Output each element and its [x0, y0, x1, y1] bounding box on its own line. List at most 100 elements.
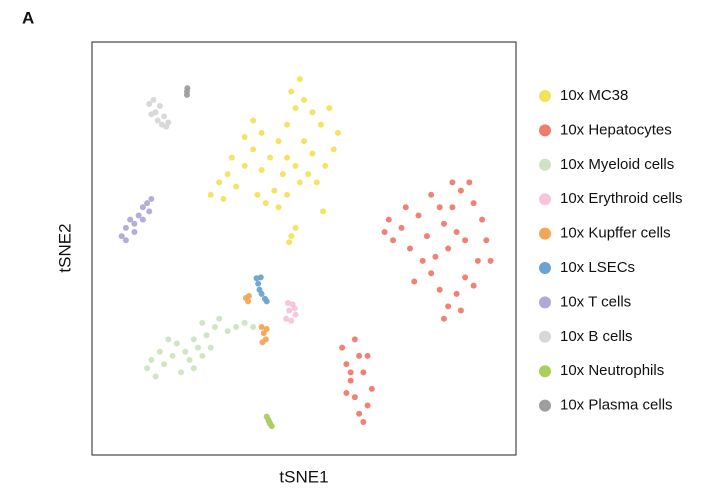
- point: [351, 394, 358, 401]
- point: [165, 336, 172, 343]
- point: [207, 191, 214, 198]
- point: [284, 191, 291, 198]
- point: [144, 365, 151, 372]
- point: [286, 307, 293, 314]
- point: [487, 257, 494, 264]
- point: [139, 216, 146, 223]
- point: [309, 109, 316, 116]
- point: [245, 298, 252, 305]
- point: [122, 224, 129, 231]
- point: [339, 344, 346, 351]
- point: [440, 315, 447, 322]
- legend-label: 10x Erythroid cells: [560, 190, 683, 207]
- point: [343, 390, 350, 397]
- point: [169, 352, 176, 359]
- point: [457, 307, 464, 314]
- point: [415, 212, 422, 219]
- point: [263, 326, 270, 333]
- point: [152, 373, 159, 380]
- point: [241, 319, 248, 326]
- point: [292, 162, 299, 169]
- point: [449, 179, 456, 186]
- point: [263, 298, 270, 305]
- point: [118, 233, 125, 240]
- point: [190, 336, 197, 343]
- point: [207, 344, 214, 351]
- point: [292, 105, 299, 112]
- point: [148, 195, 155, 202]
- point: [453, 228, 460, 235]
- point: [322, 162, 329, 169]
- point: [144, 200, 151, 207]
- legend-label: 10x LSECs: [560, 259, 635, 276]
- point: [292, 224, 299, 231]
- legend-marker: [539, 330, 551, 343]
- point: [258, 290, 265, 297]
- point: [186, 357, 193, 364]
- point: [161, 361, 168, 368]
- point: [260, 330, 267, 337]
- point: [190, 365, 197, 372]
- point: [131, 220, 138, 227]
- point: [148, 357, 155, 364]
- point: [305, 171, 312, 178]
- point: [317, 121, 324, 128]
- point: [402, 204, 409, 211]
- point: [411, 278, 418, 285]
- point: [320, 208, 327, 215]
- legend-label: 10x T cells: [560, 293, 631, 310]
- legend-label: 10x MC38: [560, 87, 628, 104]
- point: [158, 121, 165, 128]
- point: [462, 274, 469, 281]
- legend-label: 10x Kupffer cells: [560, 225, 671, 242]
- point: [291, 305, 298, 312]
- point: [474, 257, 481, 264]
- point: [343, 361, 350, 368]
- point: [267, 154, 274, 161]
- y-axis-label: tSNE2: [55, 223, 74, 272]
- point: [351, 336, 358, 343]
- point: [139, 204, 146, 211]
- point: [313, 179, 320, 186]
- point: [360, 418, 367, 425]
- point: [301, 96, 307, 103]
- point: [436, 204, 443, 211]
- legend-label: 10x Neutrophils: [560, 362, 664, 379]
- point: [148, 111, 155, 118]
- point: [432, 253, 439, 260]
- point: [364, 402, 371, 409]
- point: [483, 237, 490, 244]
- point: [470, 282, 477, 289]
- point: [440, 220, 447, 227]
- point: [283, 315, 290, 322]
- legend-marker: [539, 193, 551, 206]
- point: [245, 292, 252, 299]
- point: [224, 328, 231, 335]
- point: [228, 154, 235, 161]
- point: [288, 233, 295, 240]
- point: [146, 208, 153, 215]
- point: [457, 187, 464, 194]
- point: [288, 88, 295, 95]
- point: [445, 303, 452, 310]
- point: [233, 323, 240, 330]
- point: [258, 129, 265, 136]
- legend-marker: [539, 262, 551, 274]
- legend-marker: [539, 296, 551, 309]
- point: [466, 179, 473, 186]
- point: [150, 96, 157, 103]
- point: [173, 340, 180, 347]
- point: [266, 418, 273, 425]
- point: [381, 228, 388, 235]
- point: [284, 300, 291, 307]
- point: [135, 212, 142, 219]
- point: [224, 171, 231, 178]
- point: [309, 150, 316, 157]
- point: [233, 183, 240, 190]
- point: [286, 239, 293, 246]
- point: [347, 377, 354, 384]
- point: [462, 237, 469, 244]
- point: [288, 317, 295, 324]
- point: [470, 200, 477, 207]
